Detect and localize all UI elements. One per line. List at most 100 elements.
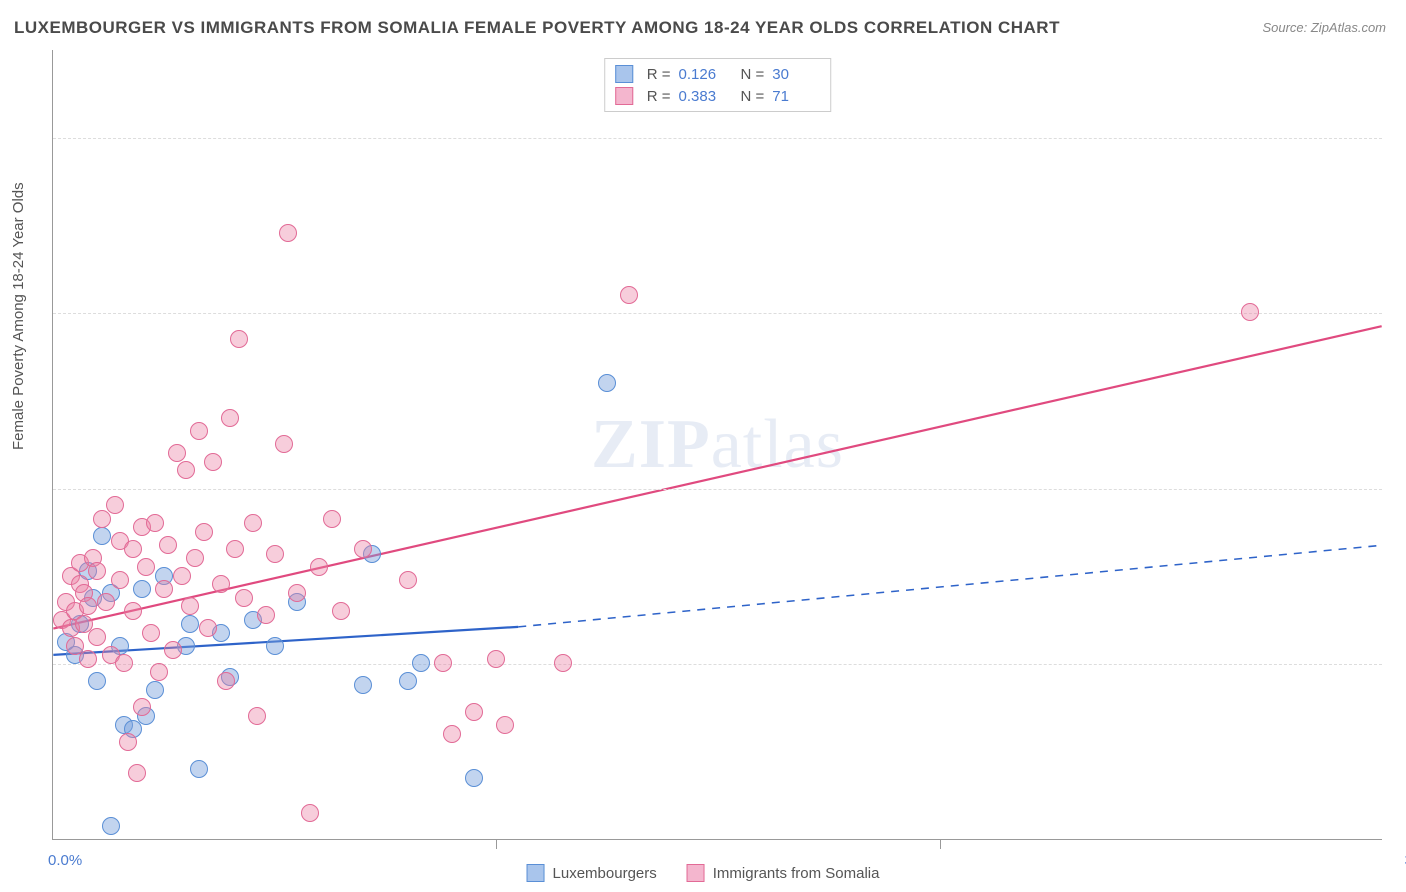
n-value-0: 30 (772, 66, 820, 83)
scatter-point (332, 602, 350, 620)
chart-container: LUXEMBOURGER VS IMMIGRANTS FROM SOMALIA … (0, 0, 1406, 892)
swatch-series-1 (615, 87, 633, 105)
scatter-point (150, 663, 168, 681)
scatter-point (111, 571, 129, 589)
scatter-point (102, 817, 120, 835)
trend-line (53, 326, 1381, 628)
scatter-point (257, 606, 275, 624)
trend-line-extrapolated (518, 545, 1381, 627)
watermark-zip: ZIP (591, 406, 711, 483)
gridline (53, 313, 1382, 314)
scatter-point (133, 580, 151, 598)
scatter-point (226, 540, 244, 558)
scatter-point (288, 584, 306, 602)
y-axis-label: Female Poverty Among 18-24 Year Olds (10, 182, 27, 450)
scatter-point (146, 681, 164, 699)
legend-label-0: Luxembourgers (553, 865, 657, 882)
scatter-point (155, 580, 173, 598)
scatter-point (354, 676, 372, 694)
chart-title: LUXEMBOURGER VS IMMIGRANTS FROM SOMALIA … (14, 18, 1060, 38)
scatter-point (244, 514, 262, 532)
scatter-point (230, 330, 248, 348)
scatter-point (212, 575, 230, 593)
r-value-0: 0.126 (679, 66, 727, 83)
scatter-point (88, 562, 106, 580)
scatter-point (181, 597, 199, 615)
scatter-point (93, 527, 111, 545)
scatter-point (164, 641, 182, 659)
scatter-point (106, 496, 124, 514)
scatter-point (279, 224, 297, 242)
legend-row-series-1: R = 0.383 N = 71 (615, 85, 821, 107)
scatter-point (554, 654, 572, 672)
scatter-point (301, 804, 319, 822)
scatter-point (354, 540, 372, 558)
watermark: ZIPatlas (591, 405, 844, 485)
scatter-point (266, 637, 284, 655)
correlation-legend: R = 0.126 N = 30 R = 0.383 N = 71 (604, 58, 832, 112)
scatter-point (443, 725, 461, 743)
legend-item-1: Immigrants from Somalia (687, 864, 880, 882)
scatter-point (146, 514, 164, 532)
scatter-point (221, 409, 239, 427)
scatter-point (190, 760, 208, 778)
scatter-point (217, 672, 235, 690)
r-label: R = (647, 88, 671, 105)
scatter-point (133, 698, 151, 716)
scatter-point (275, 435, 293, 453)
scatter-point (399, 571, 417, 589)
scatter-point (465, 769, 483, 787)
r-label: R = (647, 66, 671, 83)
plot-area: ZIPatlas R = 0.126 N = 30 R = 0.383 N = … (52, 50, 1382, 840)
legend-row-series-0: R = 0.126 N = 30 (615, 63, 821, 85)
y-tick-label: 60.0% (1392, 305, 1406, 322)
n-value-1: 71 (772, 88, 820, 105)
scatter-point (137, 558, 155, 576)
scatter-point (496, 716, 514, 734)
scatter-point (204, 453, 222, 471)
x-tick (496, 839, 497, 849)
scatter-point (115, 654, 133, 672)
x-tick (940, 839, 941, 849)
scatter-point (124, 602, 142, 620)
scatter-point (235, 589, 253, 607)
swatch-series-1 (687, 864, 705, 882)
y-tick-label: 20.0% (1392, 656, 1406, 673)
scatter-point (323, 510, 341, 528)
series-legend: Luxembourgers Immigrants from Somalia (527, 864, 880, 882)
scatter-point (487, 650, 505, 668)
watermark-atlas: atlas (711, 406, 844, 483)
scatter-point (310, 558, 328, 576)
scatter-point (88, 628, 106, 646)
scatter-point (186, 549, 204, 567)
scatter-point (119, 733, 137, 751)
scatter-point (1241, 303, 1259, 321)
scatter-point (97, 593, 115, 611)
scatter-point (128, 764, 146, 782)
y-tick-label: 40.0% (1392, 480, 1406, 497)
scatter-point (195, 523, 213, 541)
gridline (53, 138, 1382, 139)
n-label: N = (741, 88, 765, 105)
scatter-point (199, 619, 217, 637)
scatter-point (399, 672, 417, 690)
r-value-1: 0.383 (679, 88, 727, 105)
x-origin-label: 0.0% (48, 852, 82, 869)
y-tick-label: 80.0% (1392, 129, 1406, 146)
scatter-point (434, 654, 452, 672)
swatch-series-0 (527, 864, 545, 882)
scatter-point (177, 461, 195, 479)
scatter-point (142, 624, 160, 642)
gridline (53, 664, 1382, 665)
scatter-point (173, 567, 191, 585)
source-label: Source: ZipAtlas.com (1262, 20, 1386, 35)
scatter-point (190, 422, 208, 440)
scatter-point (168, 444, 186, 462)
legend-label-1: Immigrants from Somalia (713, 865, 880, 882)
scatter-point (620, 286, 638, 304)
scatter-point (598, 374, 616, 392)
scatter-point (93, 510, 111, 528)
n-label: N = (741, 66, 765, 83)
scatter-point (79, 597, 97, 615)
scatter-point (79, 650, 97, 668)
